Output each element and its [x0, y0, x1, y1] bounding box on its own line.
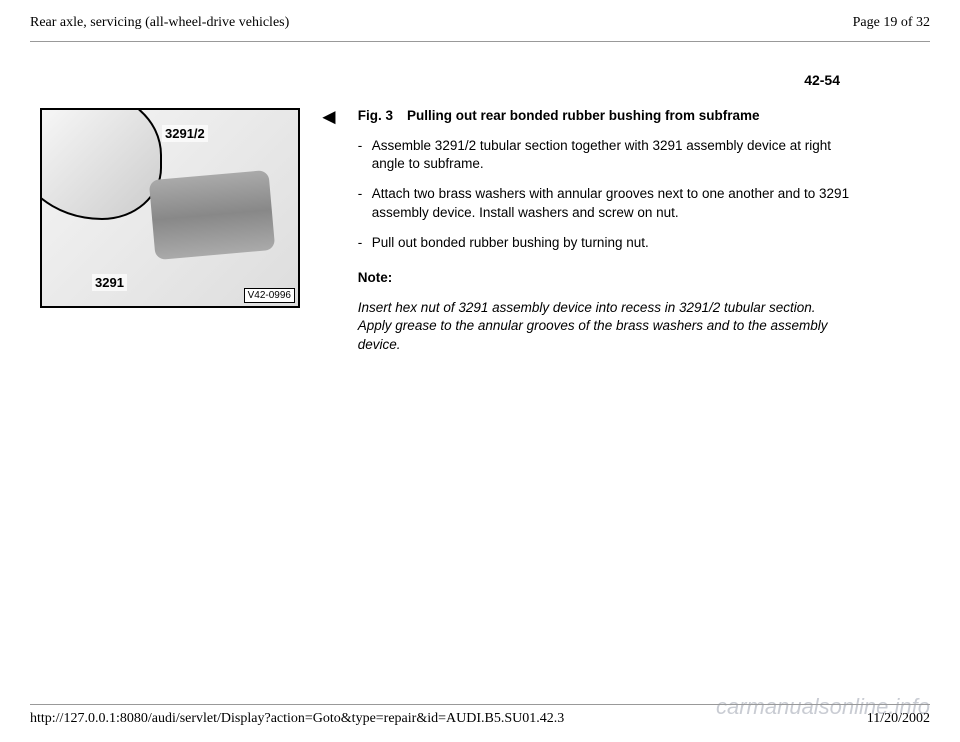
- figure-image: 3291/2 3291 V42-0996: [40, 108, 300, 308]
- page-header: Rear axle, servicing (all-wheel-drive ve…: [30, 15, 930, 37]
- header-title: Rear axle, servicing (all-wheel-drive ve…: [30, 15, 289, 31]
- section-number: 42-54: [30, 72, 930, 88]
- page-indicator: Page 19 of 32: [853, 15, 930, 31]
- figure-title: Fig. 3 Pulling out rear bonded rubber bu…: [358, 108, 850, 123]
- page-footer: http://127.0.0.1:8080/audi/servlet/Displ…: [30, 704, 930, 727]
- figure-label-top: 3291/2: [162, 125, 208, 142]
- figure-container: 3291/2 3291 V42-0996: [40, 108, 300, 308]
- figure-label-code: V42-0996: [244, 288, 295, 303]
- figure-title-text: Pulling out rear bonded rubber bushing f…: [407, 108, 760, 123]
- step-item: - Assemble 3291/2 tubular section togeth…: [358, 137, 850, 173]
- figure-arm-shape: [40, 108, 162, 220]
- note-text: Insert hex nut of 3291 assembly device i…: [358, 299, 850, 354]
- dash-icon: -: [358, 234, 372, 252]
- footer-date: 11/20/2002: [867, 711, 930, 727]
- step-list: - Assemble 3291/2 tubular section togeth…: [358, 137, 850, 252]
- dash-icon: -: [358, 185, 372, 221]
- step-item: - Attach two brass washers with annular …: [358, 185, 850, 221]
- figure-number: Fig. 3: [358, 108, 393, 123]
- note-label: Note:: [358, 270, 850, 285]
- content-row: 3291/2 3291 V42-0996 ◄ Fig. 3 Pulling ou…: [30, 108, 930, 354]
- footer-row: http://127.0.0.1:8080/audi/servlet/Displ…: [30, 711, 930, 727]
- arrow-marker-icon: ◄: [318, 104, 340, 130]
- dash-icon: -: [358, 137, 372, 173]
- footer-divider: [30, 704, 930, 705]
- step-text: Assemble 3291/2 tubular section together…: [372, 137, 850, 173]
- figure-label-bottom: 3291: [92, 274, 127, 291]
- step-text: Pull out bonded rubber bushing by turnin…: [372, 234, 649, 252]
- text-column: Fig. 3 Pulling out rear bonded rubber bu…: [358, 108, 930, 354]
- footer-url: http://127.0.0.1:8080/audi/servlet/Displ…: [30, 711, 564, 727]
- header-divider: [30, 41, 930, 42]
- step-item: - Pull out bonded rubber bushing by turn…: [358, 234, 850, 252]
- step-text: Attach two brass washers with annular gr…: [372, 185, 850, 221]
- figure-bushing-shape: [149, 170, 276, 260]
